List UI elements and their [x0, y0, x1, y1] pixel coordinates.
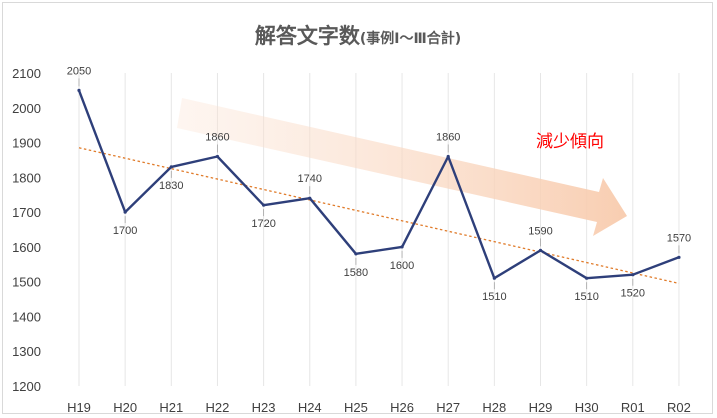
data-labels: 2050 1700 1830 1860 1720 1740 1580 1600 1860 1510… — [67, 65, 691, 303]
data-point — [262, 203, 266, 207]
y-tick-label: 1300 — [12, 344, 41, 359]
data-label-leaders — [78, 78, 680, 290]
data-point — [538, 248, 543, 252]
data-label: 1580 — [344, 267, 368, 279]
data-point — [631, 273, 635, 277]
grid-lines — [78, 73, 680, 386]
data-label: 1590 — [528, 225, 552, 237]
trend-arrow-shape — [177, 98, 627, 236]
x-tick-label: R01 — [621, 400, 645, 415]
x-tick-label: H20 — [113, 400, 137, 415]
data-label: 1720 — [251, 218, 275, 230]
data-point — [585, 276, 589, 280]
y-axis-ticks: 1200 1300 1400 1500 1600 1700 1800 1900 2000 2100 — [12, 66, 41, 394]
data-label: 1510 — [482, 291, 506, 303]
data-label: 1570 — [667, 232, 691, 244]
data-label: 1860 — [205, 131, 229, 143]
chart-title-sub: (事例Ⅰ～Ⅲ合計) — [360, 30, 461, 47]
y-tick-label: 2000 — [12, 101, 41, 116]
y-tick-label: 1400 — [12, 309, 41, 324]
chart-title-main: 解答文字数 — [255, 24, 361, 48]
chart-frame: 減少傾向 解答文字数(事例Ⅰ～Ⅲ合計) 1200 1300 1400 1500 1600… — [2, 2, 713, 415]
x-tick-label: H27 — [436, 400, 460, 415]
data-point — [400, 245, 404, 249]
y-tick-label: 1900 — [12, 136, 41, 151]
x-tick-label: H28 — [482, 400, 506, 415]
y-tick-label: 1200 — [12, 379, 41, 394]
x-tick-label: H19 — [67, 400, 91, 415]
data-point — [677, 255, 681, 259]
x-tick-label: H21 — [159, 400, 183, 415]
x-axis-ticks: H19 H20 H21 H22 H23 H24 H25 H26 H27 H28 H29 H30 R01 R… — [67, 400, 691, 415]
data-label: 1600 — [390, 260, 414, 272]
data-point — [169, 165, 173, 169]
y-tick-label: 1500 — [12, 275, 41, 290]
data-label: 1860 — [436, 131, 460, 143]
y-tick-label: 1600 — [12, 240, 41, 255]
y-tick-label: 2100 — [12, 66, 41, 81]
data-point — [492, 276, 496, 280]
y-tick-label: 1700 — [12, 205, 41, 220]
data-label: 1700 — [113, 225, 137, 237]
data-label: 1830 — [159, 180, 183, 192]
data-point — [77, 88, 81, 92]
line-chart: 減少傾向 解答文字数(事例Ⅰ～Ⅲ合計) 1200 1300 1400 1500 1600… — [12, 24, 691, 415]
data-point — [123, 210, 127, 214]
x-tick-label: H30 — [575, 400, 599, 415]
x-tick-label: H26 — [390, 400, 414, 415]
x-tick-label: H29 — [529, 400, 553, 415]
data-label: 2050 — [67, 65, 91, 77]
data-label: 1510 — [574, 291, 598, 303]
x-tick-label: H23 — [252, 400, 276, 415]
data-point — [354, 252, 358, 256]
data-point — [215, 154, 220, 159]
data-label: 1520 — [621, 288, 645, 300]
chart-title: 解答文字数(事例Ⅰ～Ⅲ合計) — [255, 24, 461, 48]
y-tick-label: 1800 — [12, 170, 41, 185]
x-tick-label: H22 — [206, 400, 230, 415]
trend-arrow — [177, 98, 627, 236]
x-tick-label: H25 — [344, 400, 368, 415]
series-line — [77, 88, 681, 280]
data-point — [308, 196, 312, 200]
annotation-label: 減少傾向 — [536, 132, 604, 152]
x-tick-label: R02 — [667, 400, 691, 415]
x-tick-label: H24 — [298, 400, 322, 415]
series-path — [77, 89, 680, 280]
data-point — [446, 154, 450, 159]
data-label: 1740 — [298, 173, 322, 185]
